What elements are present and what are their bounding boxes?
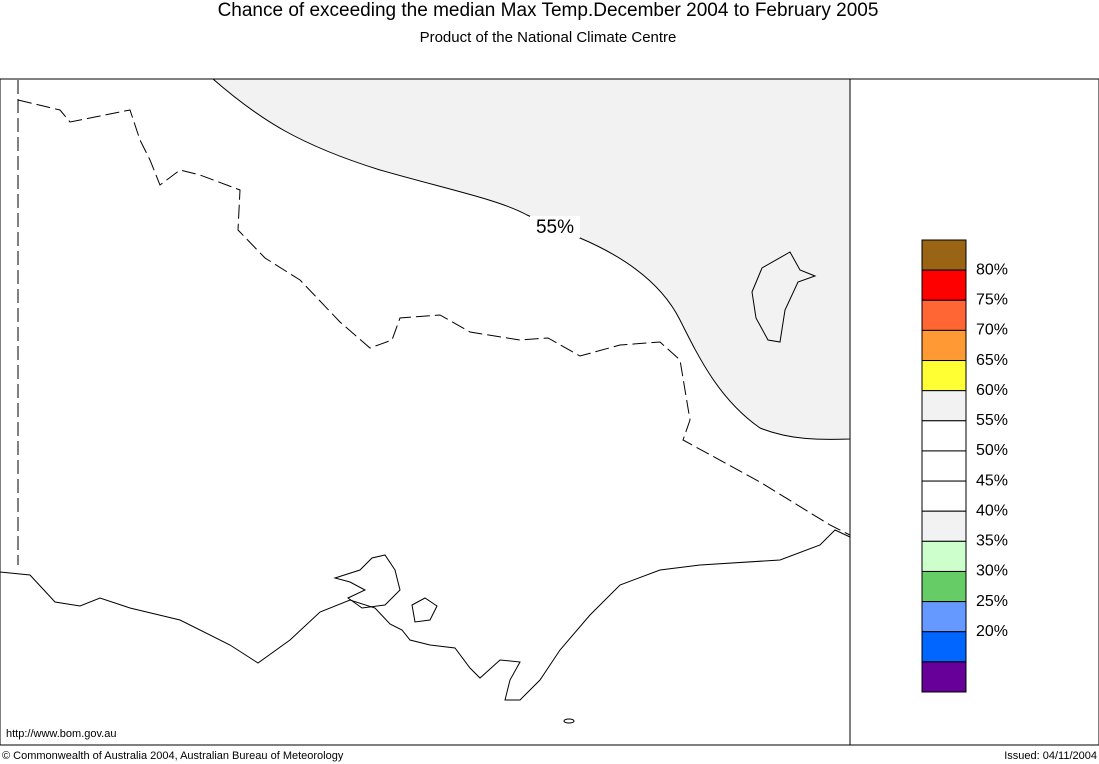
- legend-swatch: [921, 269, 967, 301]
- shaded-region: [211, 78, 851, 440]
- legend-swatch: [921, 329, 967, 362]
- legend-swatch: [921, 420, 967, 452]
- legend-label: 80%: [976, 261, 1008, 278]
- legend-label: 60%: [976, 382, 1008, 399]
- legend-label: 40%: [976, 502, 1008, 519]
- legend-label: 45%: [976, 472, 1008, 489]
- map: 55% http://www.bom.gov.au: [0, 78, 851, 746]
- legend-label: 70%: [976, 322, 1008, 339]
- legend-frame: [849, 78, 1099, 746]
- legend-swatch: [921, 510, 967, 542]
- coastline: [0, 529, 851, 701]
- legend-label: 50%: [976, 442, 1008, 459]
- legend: 80% 75% 70% 65% 60% 55% 50% 45% 40% 35% 30% 25% 20%: [921, 239, 1008, 693]
- legend-label: 25%: [976, 593, 1008, 610]
- contour-label-bg: [530, 216, 580, 238]
- title: Chance of exceeding the median Max Temp.…: [218, 0, 879, 21]
- legend-swatch: [921, 450, 967, 482]
- island: [563, 718, 575, 724]
- legend-swatch: [921, 390, 967, 422]
- bay: [333, 554, 401, 609]
- legend-label: 30%: [976, 563, 1008, 580]
- legend-label: 75%: [976, 291, 1008, 308]
- legend-swatch: [921, 570, 967, 603]
- legend-swatch: [921, 631, 967, 663]
- island: [751, 251, 817, 343]
- state-border: [17, 99, 851, 536]
- legend-swatch: [921, 239, 967, 271]
- subtitle: Product of the National Climate Centre: [420, 29, 677, 46]
- legend-label: 55%: [976, 412, 1008, 429]
- legend-label: 65%: [976, 352, 1008, 369]
- legend-label: 35%: [976, 533, 1008, 550]
- legend-swatch: [921, 480, 967, 512]
- copyright: © Commonwealth of Australia 2004, Austra…: [2, 750, 344, 762]
- island: [411, 597, 438, 623]
- legend-swatch: [921, 661, 967, 693]
- legend-swatch: [921, 540, 967, 572]
- issued: Issued: 04/11/2004: [1004, 750, 1097, 762]
- legend-swatch: [921, 360, 967, 392]
- contour-label: 55%: [536, 217, 574, 238]
- legend-swatch: [921, 601, 967, 633]
- url: http://www.bom.gov.au: [6, 728, 116, 740]
- legend-swatch: [921, 299, 967, 331]
- legend-label: 20%: [976, 623, 1008, 640]
